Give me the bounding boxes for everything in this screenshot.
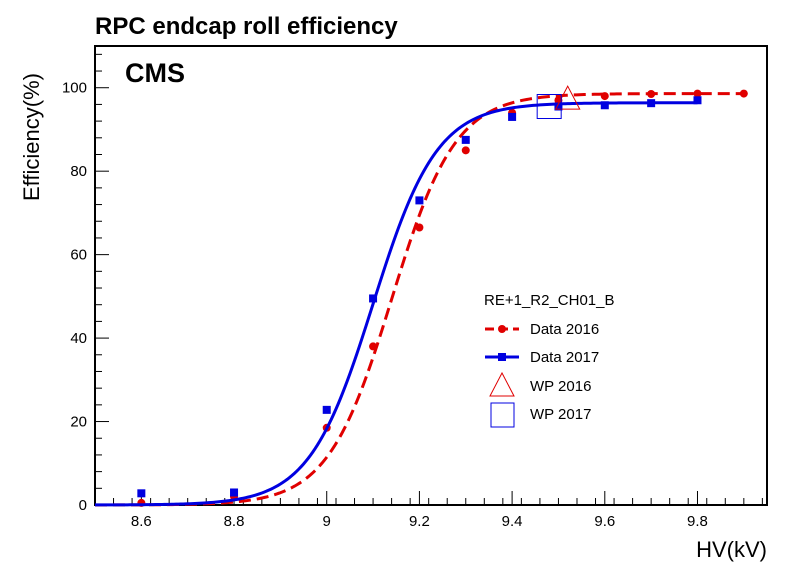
x-axis: 8.6 8.8 9 9.2 9.4 9.6 9.8 bbox=[94, 491, 763, 530]
legend-header: RE+1_R2_CH01_B bbox=[484, 292, 615, 309]
x-tick-label: 8.8 bbox=[224, 513, 245, 530]
y-axis-title: Efficiency(%) bbox=[19, 73, 44, 201]
plot-frame bbox=[94, 45, 768, 506]
x-axis-title: HV(kV) bbox=[696, 537, 767, 562]
legend-symbol bbox=[489, 371, 515, 397]
working-points bbox=[536, 85, 581, 120]
legend-symbol bbox=[490, 402, 515, 428]
y-tick-label: 0 bbox=[79, 497, 87, 514]
data-point bbox=[508, 112, 517, 121]
data-point bbox=[600, 92, 609, 101]
wp-2017-marker bbox=[536, 94, 562, 120]
legend-entry-wp-2016: WP 2016 bbox=[489, 371, 591, 397]
data-point bbox=[554, 102, 563, 111]
y-tick-label: 20 bbox=[70, 414, 87, 431]
x-tick-label: 9.4 bbox=[502, 513, 523, 530]
y-tick-label: 80 bbox=[70, 163, 87, 180]
experiment-label: CMS bbox=[125, 58, 185, 88]
chart-title: RPC endcap roll efficiency bbox=[95, 13, 398, 40]
series-data-2017 bbox=[95, 96, 702, 507]
wp-2016-marker bbox=[554, 85, 581, 110]
legend-label-wp-2016: WP 2016 bbox=[530, 378, 591, 395]
data-point bbox=[461, 146, 470, 155]
legend-symbol bbox=[498, 325, 506, 333]
legend-entry-wp-2017: WP 2017 bbox=[490, 402, 591, 428]
legend-label-data-2017: Data 2017 bbox=[530, 349, 599, 366]
legend-entry-data-2016: Data 2016 bbox=[485, 321, 599, 338]
legend-entry-data-2017: Data 2017 bbox=[485, 349, 599, 366]
plot-area bbox=[94, 45, 768, 506]
data-point bbox=[322, 405, 331, 414]
x-tick-label: 9.2 bbox=[409, 513, 430, 530]
data-point bbox=[369, 342, 378, 351]
y-tick-label: 40 bbox=[70, 330, 87, 347]
y-tick-label: 100 bbox=[62, 80, 87, 97]
legend-label-wp-2017: WP 2017 bbox=[530, 406, 591, 423]
data-point bbox=[739, 89, 748, 98]
data-point bbox=[230, 488, 239, 497]
data-point bbox=[693, 96, 702, 105]
data-point bbox=[137, 489, 146, 498]
y-axis: 0 20 40 60 80 100 bbox=[62, 53, 109, 514]
x-tick-label: 9 bbox=[323, 513, 331, 530]
legend-symbol bbox=[498, 353, 506, 361]
y-tick-label: 60 bbox=[70, 247, 87, 264]
legend-label-data-2016: Data 2016 bbox=[530, 321, 599, 338]
data-point bbox=[415, 223, 424, 232]
data-point bbox=[554, 96, 563, 105]
data-point bbox=[369, 294, 378, 303]
data-point bbox=[647, 99, 656, 108]
fit-curve bbox=[95, 92, 744, 507]
series-layer bbox=[95, 89, 748, 507]
fit-curve bbox=[95, 101, 698, 507]
x-tick-label: 9.8 bbox=[687, 513, 708, 530]
series-data-2016 bbox=[95, 89, 748, 507]
data-point bbox=[693, 89, 702, 98]
legend: RE+1_R2_CH01_B Data 2016 Data 2017 WP 20… bbox=[484, 292, 615, 428]
data-point bbox=[461, 135, 470, 144]
x-tick-label: 9.6 bbox=[594, 513, 615, 530]
data-point bbox=[647, 89, 656, 98]
x-tick-label: 8.6 bbox=[131, 513, 152, 530]
data-point bbox=[415, 196, 424, 205]
data-point bbox=[600, 101, 609, 110]
